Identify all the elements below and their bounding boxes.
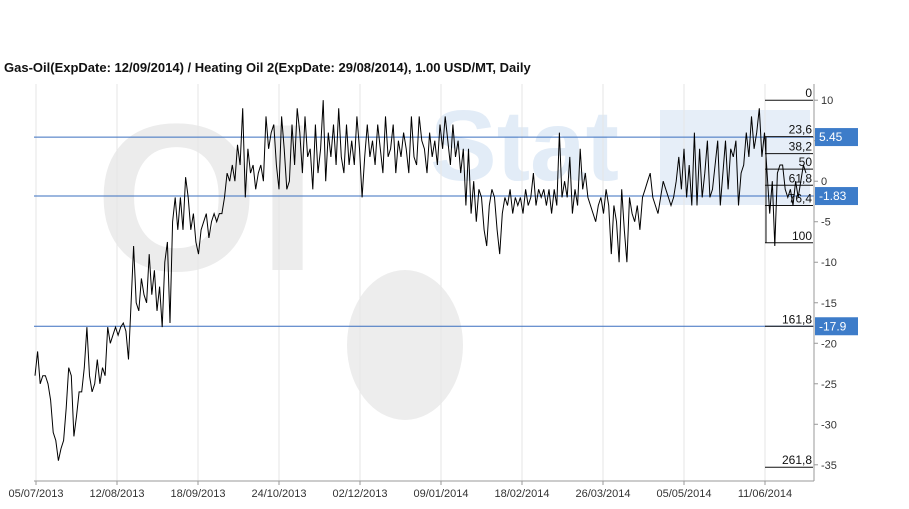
- x-tick-label: 02/12/2013: [332, 488, 387, 500]
- level-badge-label: 5.45: [819, 130, 843, 144]
- fib-level-label: 50: [799, 155, 813, 169]
- watermark-stat-text: Stat: [430, 90, 619, 202]
- level-badge-label: -1.83: [819, 189, 847, 203]
- x-axis: 05/07/2013 12/08/2013 18/09/2013 24/10/2013…: [8, 480, 814, 500]
- level-badge: [815, 317, 858, 336]
- fib-level-label: 61,8: [789, 171, 813, 185]
- watermark-box: [660, 110, 810, 205]
- y-tick-label: -15: [821, 298, 837, 310]
- watermark-drop-icon: [347, 270, 463, 420]
- fib-level-label: 100: [792, 229, 812, 243]
- level-badges: 5.45 -1.83 -17.9: [815, 128, 858, 336]
- x-tick-label: 18/02/2014: [494, 488, 549, 500]
- x-tick-label: 05/07/2013: [8, 488, 63, 500]
- x-tick-label: 26/03/2014: [575, 488, 630, 500]
- y-tick-label: -35: [821, 460, 837, 472]
- y-tick-label: 0: [821, 176, 827, 188]
- horizontal-levels: [34, 136, 814, 327]
- x-tick-label: 12/08/2013: [89, 488, 144, 500]
- fib-level-label: 0: [805, 86, 812, 100]
- y-axis: 1050-5-10-15-20-25-30-35: [813, 84, 837, 481]
- x-tick-label: 05/05/2014: [656, 488, 711, 500]
- chart-title: Gas-Oil(ExpDate: 12/09/2014) / Heating O…: [4, 60, 531, 75]
- level-badge-label: -17.9: [819, 319, 847, 333]
- level-badge: [815, 128, 858, 147]
- series-line: [34, 100, 807, 461]
- y-tick-label: 10: [821, 95, 833, 107]
- x-tick-label: 18/09/2013: [170, 488, 225, 500]
- y-tick-label: -25: [821, 379, 837, 391]
- x-tick-label: 09/01/2014: [413, 488, 468, 500]
- y-tick-label: -30: [821, 419, 837, 431]
- fib-level-label: 161,8: [782, 312, 812, 326]
- fib-level-label: 23,6: [789, 123, 813, 137]
- watermark-oil-text: OI: [95, 80, 317, 315]
- x-tick-label: 24/10/2013: [251, 488, 306, 500]
- fib-level-label: 38,2: [789, 140, 813, 154]
- fib-level-label: 261,8: [782, 453, 812, 467]
- x-tick-label: 11/06/2014: [738, 488, 792, 500]
- y-tick-label: -5: [821, 217, 831, 229]
- y-tick-label: -10: [821, 257, 837, 269]
- price-series: [34, 100, 807, 461]
- level-badge: [815, 187, 858, 206]
- y-tick-label: -20: [821, 338, 837, 350]
